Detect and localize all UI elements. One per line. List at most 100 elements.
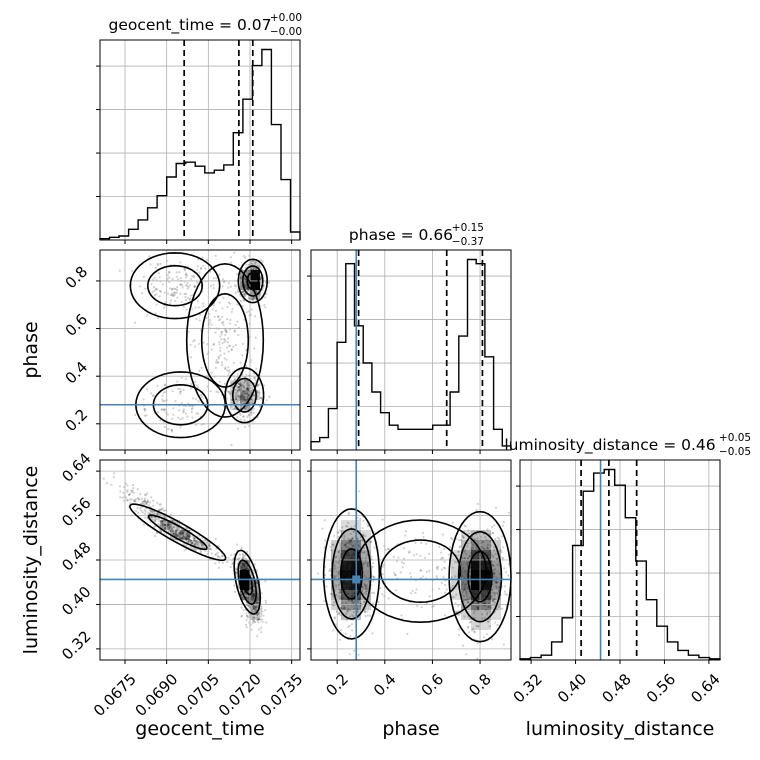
scatter-point bbox=[154, 294, 157, 297]
scatter-point bbox=[490, 606, 493, 609]
scatter-point bbox=[240, 396, 243, 399]
scatter-point bbox=[191, 540, 194, 543]
scatter-point bbox=[223, 340, 226, 343]
scatter-point bbox=[251, 269, 254, 272]
scatter-point bbox=[187, 540, 190, 543]
scatter-point bbox=[339, 546, 342, 549]
scatter-point bbox=[161, 394, 164, 397]
scatter-point bbox=[244, 278, 247, 282]
density-cell bbox=[160, 520, 170, 530]
scatter-point bbox=[494, 591, 497, 594]
scatter-point bbox=[245, 612, 248, 615]
scatter-point bbox=[476, 588, 480, 591]
scatter-point bbox=[251, 278, 254, 281]
scatter-point bbox=[470, 566, 473, 569]
scatter-point bbox=[133, 499, 136, 502]
scatter-point bbox=[238, 382, 241, 385]
scatter-point bbox=[461, 581, 464, 584]
scatter-point bbox=[343, 580, 346, 583]
scatter-point bbox=[254, 284, 257, 287]
scatter-point bbox=[212, 287, 215, 290]
scatter-point bbox=[247, 585, 250, 589]
scatter-point bbox=[360, 539, 364, 542]
scatter-point bbox=[482, 576, 486, 579]
scatter-point bbox=[351, 599, 354, 602]
scatter-point bbox=[253, 278, 256, 282]
scatter-point bbox=[252, 266, 255, 269]
scatter-point bbox=[487, 562, 490, 566]
density-cell bbox=[331, 590, 341, 600]
scatter-point bbox=[237, 388, 240, 391]
scatter-point bbox=[252, 269, 255, 272]
scatter-point bbox=[246, 616, 249, 619]
scatter-point bbox=[259, 618, 262, 621]
y-tick-label: 0.64 bbox=[58, 449, 94, 485]
scatter-point bbox=[186, 533, 189, 536]
scatter-point bbox=[256, 271, 259, 274]
scatter-point bbox=[457, 613, 461, 616]
density-cell bbox=[331, 560, 341, 570]
scatter-point bbox=[191, 542, 194, 545]
scatter-point bbox=[133, 500, 136, 503]
scatter-point bbox=[131, 489, 134, 492]
density-cell bbox=[461, 550, 471, 560]
scatter-point bbox=[243, 565, 246, 569]
scatter-point bbox=[193, 339, 196, 342]
density-cell bbox=[481, 590, 491, 600]
scatter-point bbox=[167, 529, 170, 532]
scatter-point bbox=[252, 284, 255, 287]
scatter-point bbox=[257, 271, 260, 274]
scatter-point bbox=[239, 397, 242, 400]
scatter-point bbox=[179, 390, 182, 393]
scatter-point bbox=[465, 552, 468, 556]
scatter-point bbox=[167, 521, 170, 525]
scatter-point bbox=[265, 399, 268, 402]
scatter-point bbox=[254, 281, 257, 285]
scatter-point bbox=[168, 524, 171, 527]
scatter-point bbox=[136, 488, 139, 491]
scatter-point bbox=[239, 567, 242, 570]
scatter-point bbox=[242, 563, 245, 566]
scatter-point bbox=[459, 539, 462, 542]
scatter-point bbox=[202, 302, 205, 305]
scatter-point bbox=[242, 562, 245, 565]
scatter-point bbox=[150, 496, 153, 499]
scatter-point bbox=[246, 580, 249, 584]
scatter-point bbox=[250, 276, 253, 279]
scatter-point bbox=[463, 583, 467, 586]
scatter-point bbox=[246, 415, 249, 419]
scatter-point bbox=[244, 582, 247, 585]
scatter-point bbox=[473, 611, 476, 615]
scatter-point bbox=[243, 398, 246, 401]
density-cell bbox=[471, 560, 481, 570]
scatter-point bbox=[461, 583, 464, 586]
scatter-point bbox=[235, 391, 238, 394]
scatter-point bbox=[169, 294, 172, 297]
scatter-point bbox=[184, 276, 188, 279]
scatter-point bbox=[238, 388, 241, 392]
scatter-point bbox=[234, 291, 237, 294]
y-tick-label: 0.32 bbox=[58, 627, 94, 663]
scatter-point bbox=[199, 393, 202, 397]
scatter-point bbox=[139, 507, 142, 510]
scatter-point bbox=[152, 499, 155, 502]
scatter-point bbox=[187, 533, 190, 536]
scatter-point bbox=[252, 595, 255, 598]
scatter-point bbox=[250, 409, 253, 412]
scatter-point bbox=[150, 282, 153, 286]
density-cell bbox=[491, 550, 501, 560]
scatter-point bbox=[475, 548, 478, 551]
scatter-point bbox=[267, 281, 271, 284]
scatter-point bbox=[242, 573, 246, 576]
scatter-point bbox=[256, 271, 259, 274]
scatter-point bbox=[481, 617, 484, 620]
scatter-point bbox=[169, 527, 172, 531]
scatter-point bbox=[169, 287, 172, 290]
scatter-point bbox=[399, 571, 402, 574]
scatter-point bbox=[251, 604, 254, 607]
scatter-point bbox=[227, 286, 230, 289]
scatter-point bbox=[444, 591, 447, 594]
scatter-point bbox=[237, 386, 240, 389]
scatter-point bbox=[363, 551, 366, 554]
scatter-point bbox=[163, 516, 167, 519]
